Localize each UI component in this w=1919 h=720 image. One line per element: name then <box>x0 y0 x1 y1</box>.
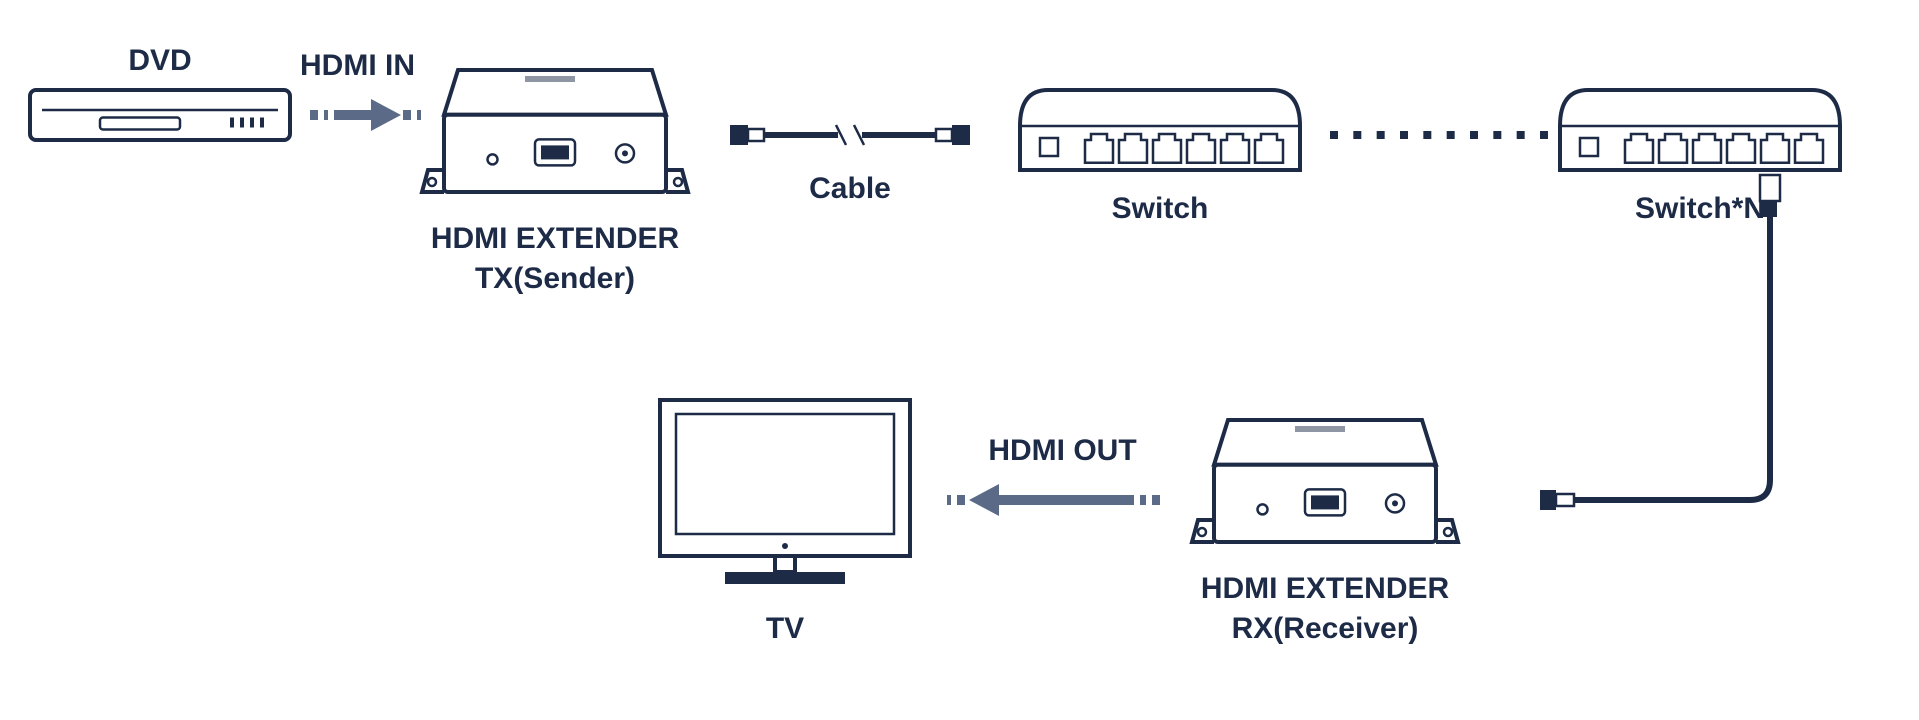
switch-1 <box>1020 90 1300 170</box>
hdmi-out-label: HDMI OUT <box>988 434 1136 467</box>
extender-tx <box>422 70 688 192</box>
switch-n-label: Switch*N <box>1635 192 1765 225</box>
ellipsis-dots <box>1330 131 1548 139</box>
hdmi-out-arrow <box>947 484 1160 516</box>
dvd-device <box>30 90 290 140</box>
switch-label: Switch <box>1112 192 1209 225</box>
hdmi-in-label: HDMI IN <box>300 49 415 82</box>
dvd-label: DVD <box>128 44 191 77</box>
drop-cable <box>1540 175 1780 510</box>
rx-label-2: RX(Receiver) <box>1232 612 1419 645</box>
ethernet-cable <box>730 125 970 145</box>
tv-device <box>660 400 910 584</box>
rx-label-1: HDMI EXTENDER <box>1201 572 1450 605</box>
tx-label-2: TX(Sender) <box>475 262 635 295</box>
extender-rx <box>1192 420 1458 542</box>
cable-label: Cable <box>809 172 891 205</box>
tx-label-1: HDMI EXTENDER <box>431 222 680 255</box>
switch-n <box>1560 90 1840 170</box>
tv-label: TV <box>766 612 804 645</box>
hdmi-in-arrow <box>310 99 421 131</box>
